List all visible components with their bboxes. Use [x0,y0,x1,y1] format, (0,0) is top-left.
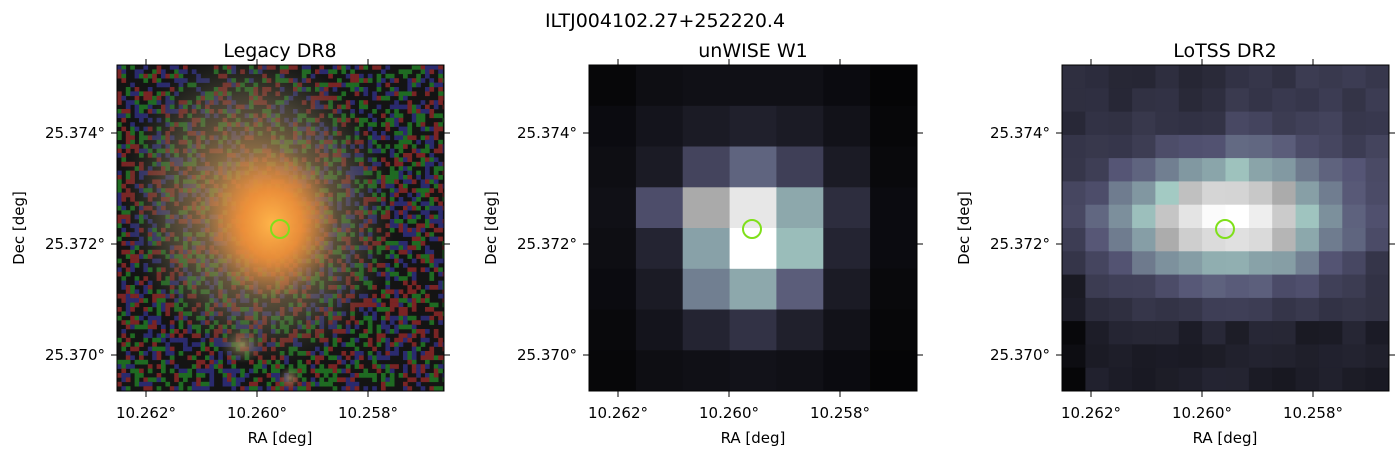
panel-title: LoTSS DR2 [1173,40,1277,62]
axis-ticks [583,59,923,397]
x-tick-label: 10.262° [116,404,176,422]
x-tick-label: 10.262° [1061,404,1121,422]
y-axis-label: Dec [deg] [482,191,500,265]
y-tick-label: 25.374° [45,124,105,142]
x-tick-label: 10.258° [810,404,870,422]
panel-title: Legacy DR8 [223,40,336,62]
y-tick-label: 25.370° [45,346,105,364]
y-axis-label: Dec [deg] [955,191,973,265]
axis-ticks [111,59,450,397]
figure-title: ILTJ004102.27+252220.4 [545,10,785,32]
x-tick-label: 10.262° [588,404,648,422]
x-axis-label: RA [deg] [248,429,313,447]
x-axis-label: RA [deg] [721,429,786,447]
panel-legacy: Legacy DR8 [10,40,450,447]
x-tick-label: 10.260° [699,404,759,422]
panel-unwise: unWISE W1 10.262° 10.260° 10.258° 25.374… [482,40,923,447]
source-marker [270,219,290,239]
y-tick-label: 25.370° [517,346,577,364]
axis-ticks [1056,59,1395,397]
y-tick-label: 25.370° [990,346,1050,364]
x-tick-label: 10.260° [227,404,287,422]
panel-lotss: LoTSS DR2 10.262° 10.260° 10.258° 25.374… [955,40,1395,447]
y-tick-label: 25.374° [517,124,577,142]
y-axis-label: Dec [deg] [10,191,28,265]
y-tick-label: 25.372° [45,235,105,253]
panel-title: unWISE W1 [698,40,807,62]
source-marker [742,219,762,239]
source-marker [1215,219,1235,239]
x-tick-label: 10.260° [1172,404,1232,422]
y-tick-label: 25.372° [517,235,577,253]
x-axis-label: RA [deg] [1193,429,1258,447]
x-tick-label: 10.258° [338,404,398,422]
y-tick-label: 25.374° [990,124,1050,142]
legacy-image [117,65,444,391]
y-tick-label: 25.372° [990,235,1050,253]
x-tick-label: 10.258° [1283,404,1343,422]
lotss-image [1062,65,1389,391]
unwise-image [589,65,917,391]
